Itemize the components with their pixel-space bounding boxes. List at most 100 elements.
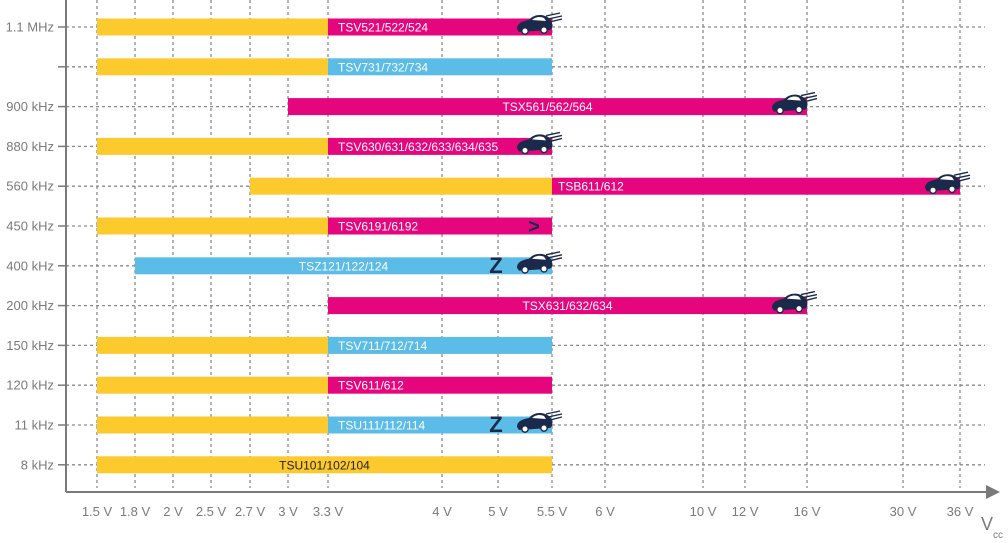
speed-line xyxy=(800,91,816,97)
car-icon xyxy=(925,171,971,195)
x-tick-label: 6 V xyxy=(595,504,615,519)
bar-label: TSV630/631/632/633/634/635 xyxy=(338,140,498,154)
car-wheel xyxy=(776,305,784,314)
bar-segment xyxy=(328,18,552,36)
bars: TSV521/522/524 TSV731/732/734 TSX561/562/5… xyxy=(97,12,971,474)
y-tick-label: 200 kHz xyxy=(6,298,54,313)
car-window xyxy=(787,295,801,300)
y-tick-label: 400 kHz xyxy=(6,258,54,273)
speed-line xyxy=(547,15,563,20)
x-tick-label: 2 V xyxy=(163,504,183,519)
bar-segment xyxy=(97,376,328,394)
speed-line xyxy=(547,254,563,259)
bar-segment xyxy=(135,257,552,275)
y-tick-label: 1.1 MHz xyxy=(6,20,54,35)
bar-segment xyxy=(97,456,552,474)
car-icon xyxy=(517,12,563,35)
car-wheel xyxy=(521,425,529,433)
car-wheel xyxy=(521,265,529,274)
y-tick-label: 900 kHz xyxy=(6,99,54,114)
speed-line xyxy=(547,134,563,140)
y-tick-label: 880 kHz xyxy=(6,139,54,154)
bar-label: TSU111/112/114 xyxy=(338,419,425,433)
x-tick-label: 5 V xyxy=(488,504,508,519)
y-tick-label: 560 kHz xyxy=(6,179,54,194)
car-icon xyxy=(517,251,563,274)
y-tick-label: 450 kHz xyxy=(6,219,54,234)
car-wheel xyxy=(776,106,784,115)
z-marker: Z xyxy=(489,412,502,437)
bar-label: TSV521/522/524 xyxy=(338,21,428,35)
x-tick-label: 30 V xyxy=(890,504,917,519)
bar-segment xyxy=(288,98,807,116)
bar-segment xyxy=(97,137,328,155)
car-wheel xyxy=(540,145,548,154)
speed-line xyxy=(547,413,563,418)
car-wheel xyxy=(795,105,803,114)
y-tick-label: 11 kHz xyxy=(15,418,55,433)
x-tick-label: 12 V xyxy=(732,504,759,519)
bar-segment xyxy=(328,376,552,394)
bar-segment xyxy=(97,217,328,235)
bar-label: TSV711/712/714 xyxy=(338,339,428,353)
speed-line xyxy=(802,94,818,100)
bar-label: TSV611/612 xyxy=(338,379,404,393)
bar-label: TSX561/562/564 xyxy=(502,100,592,114)
x-tick-label: 5.5 V xyxy=(537,504,568,519)
bar-segment xyxy=(328,58,552,76)
car-wheel xyxy=(521,146,529,155)
car-window xyxy=(532,414,546,419)
speed-line xyxy=(549,18,563,23)
chevron-marker: > xyxy=(528,216,540,238)
car-wheel xyxy=(795,304,803,313)
bar-segment xyxy=(328,217,552,235)
car-icon xyxy=(517,131,563,155)
car-icon xyxy=(517,410,563,433)
x-tick-label: 36 V xyxy=(947,504,974,519)
x-tick-label: 2.7 V xyxy=(235,504,266,519)
car-wheel xyxy=(521,27,529,35)
bar-label: TSU101/102/104 xyxy=(279,458,370,472)
x-tick-label: 3.3 V xyxy=(313,504,344,519)
bar-label: TSZ121/122/124 xyxy=(299,259,389,273)
car-wheel xyxy=(929,186,937,195)
y-tick-label: 120 kHz xyxy=(6,378,54,393)
x-tick-label: 4 V xyxy=(432,504,452,519)
speed-line xyxy=(804,296,818,302)
x-tick-label: 3 V xyxy=(278,504,298,519)
speed-line xyxy=(545,12,561,17)
car-wheel xyxy=(540,26,548,34)
bar-segment xyxy=(328,137,552,155)
speed-line xyxy=(955,174,971,179)
bar-label: TSX631/632/634 xyxy=(522,299,612,313)
car-window xyxy=(532,16,546,21)
bar-label: TSV731/732/734 xyxy=(338,60,428,74)
bar-segment xyxy=(97,416,328,434)
x-axis-title: V xyxy=(981,514,993,534)
bar-label: TSB611/612 xyxy=(558,180,624,194)
speed-line xyxy=(800,290,816,296)
z-marker: Z xyxy=(489,253,502,278)
speed-line xyxy=(802,293,818,299)
speed-line xyxy=(549,257,563,262)
car-window xyxy=(787,96,801,101)
x-tick-label: 1.8 V xyxy=(120,504,151,519)
car-window xyxy=(940,176,954,181)
x-tick-label: 10 V xyxy=(690,504,717,519)
car-wheel xyxy=(948,185,956,194)
speed-line xyxy=(545,251,561,256)
bar-segment xyxy=(97,18,328,36)
x-tick-label: 2.5 V xyxy=(196,504,227,519)
x-axis-title-subscript: cc xyxy=(993,530,1003,541)
car-icon xyxy=(772,290,818,314)
car-wheel xyxy=(540,424,548,432)
x-axis-arrow xyxy=(986,485,1000,499)
speed-line xyxy=(957,177,971,182)
speed-line xyxy=(545,410,561,415)
car-wheel xyxy=(540,264,548,273)
speed-line xyxy=(953,171,969,176)
x-tick-label: 16 V xyxy=(794,504,821,519)
bar-segment xyxy=(328,297,807,315)
bar-segment xyxy=(250,177,552,195)
